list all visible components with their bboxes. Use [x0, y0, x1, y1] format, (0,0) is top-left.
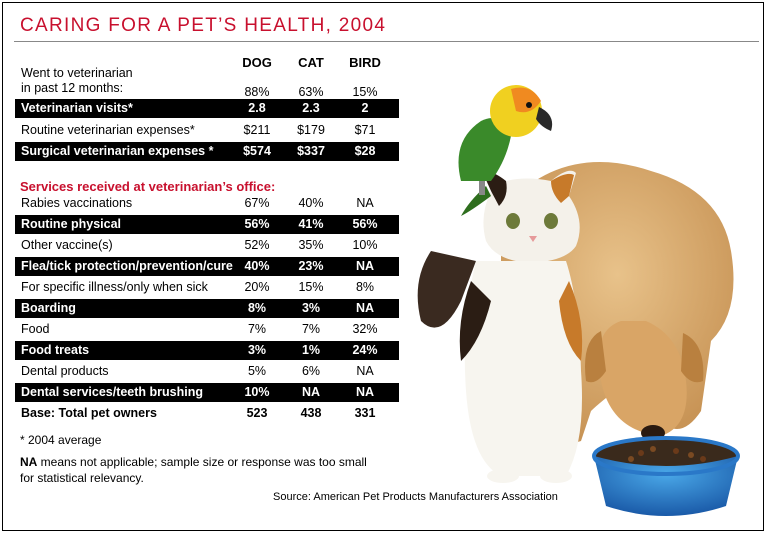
- cell-bird: 32%: [352, 322, 378, 336]
- cell-dog: 2.8: [248, 101, 266, 115]
- column-header-dog: DOG: [242, 55, 272, 70]
- cell-bird: NA: [355, 259, 375, 273]
- table-row: Flea/tick protection/prevention/cure 40% 2…: [15, 257, 399, 276]
- cell-cat: 23%: [298, 259, 324, 273]
- parrot-illustration: [458, 85, 553, 216]
- row-label: Dental services/teeth brushing: [21, 385, 204, 399]
- cell-cat: $179: [297, 123, 325, 137]
- cell-bird: 8%: [355, 280, 375, 294]
- cell-bird: 56%: [352, 217, 378, 231]
- section-heading: Services received at veterinarian’s offi…: [20, 179, 276, 194]
- row-label: Routine physical: [21, 217, 122, 231]
- footnote-na: NA means not applicable; sample size or …: [20, 454, 380, 486]
- row-label: Rabies vaccinations: [21, 196, 133, 210]
- source-credit: Source: American Pet Products Manufactur…: [273, 491, 558, 503]
- table-row: Boarding 8% 3% NA: [15, 299, 399, 318]
- row-label: Food: [21, 322, 50, 336]
- cell-bird: $71: [354, 123, 376, 137]
- food-bowl-illustration: [592, 436, 740, 516]
- table-row: Dental products 5% 6% NA: [15, 362, 399, 381]
- cell-cat: 2.3: [302, 101, 320, 115]
- row-label: Boarding: [21, 301, 76, 315]
- table-row: Rabies vaccinations 67% 40% NA: [15, 194, 399, 213]
- row-label: Surgical veterinarian expenses *: [21, 144, 214, 158]
- cell-cat: 6%: [301, 364, 321, 378]
- cell-bird: 2: [361, 101, 369, 115]
- cell-bird: NA: [355, 301, 375, 315]
- cell-bird: NA: [355, 385, 375, 399]
- row-label: Food treats: [21, 343, 90, 357]
- cell-dog: 8%: [247, 301, 267, 315]
- row-label: Other vaccine(s): [21, 238, 113, 252]
- row-label: Dental products: [21, 364, 109, 378]
- cell-cat: 438: [300, 406, 322, 420]
- pets-illustration: [417, 85, 740, 516]
- table-row: Routine veterinarian expenses* $211 $179 $7…: [15, 121, 399, 140]
- cell-bird: 15%: [352, 85, 378, 99]
- row-label: Went to veterinarian in past 12 months:: [21, 66, 133, 95]
- table-row: Surgical veterinarian expenses * $574 $337…: [15, 142, 399, 161]
- cell-bird: 10%: [352, 238, 378, 252]
- cell-dog: $211: [243, 123, 271, 137]
- cell-cat: 3%: [301, 301, 321, 315]
- cell-dog: 56%: [244, 217, 270, 231]
- cell-cat: $337: [297, 144, 325, 158]
- cell-dog: 88%: [244, 85, 270, 99]
- cell-dog: 5%: [247, 364, 267, 378]
- table-row: Food treats 3% 1% 24%: [15, 341, 399, 360]
- table-row: Went to veterinarian in past 12 months: 8…: [15, 66, 399, 102]
- column-header-bird: BIRD: [349, 55, 381, 70]
- cell-cat: 63%: [298, 85, 324, 99]
- cat-illustration: [417, 169, 583, 483]
- row-label: Base: Total pet owners: [21, 406, 157, 420]
- cell-dog: $574: [243, 144, 271, 158]
- row-label: For specific illness/only when sick: [21, 280, 208, 294]
- cell-bird: 331: [354, 406, 376, 420]
- cell-cat: 15%: [298, 280, 324, 294]
- title-rule: [14, 41, 759, 42]
- row-label: Flea/tick protection/prevention/cure: [21, 259, 233, 273]
- cell-cat: 40%: [298, 196, 324, 210]
- cell-dog: 20%: [244, 280, 270, 294]
- cell-dog: 67%: [244, 196, 270, 210]
- footnote-na-text: means not applicable; sample size or res…: [20, 455, 367, 485]
- table-row: Veterinarian visits* 2.8 2.3 2: [15, 99, 399, 118]
- cell-cat: 7%: [301, 322, 321, 336]
- cell-cat: 1%: [301, 343, 321, 357]
- row-label: Veterinarian visits*: [21, 101, 133, 115]
- table-row: For specific illness/only when sick 20% 15…: [15, 278, 399, 297]
- chart-title: CARING FOR A PET’S HEALTH, 2004: [20, 15, 387, 36]
- cell-bird: 24%: [352, 343, 378, 357]
- footnote-average: * 2004 average: [20, 433, 102, 447]
- table-row: Other vaccine(s) 52% 35% 10%: [15, 236, 399, 255]
- cell-bird: NA: [356, 196, 374, 210]
- table-row: Dental services/teeth brushing 10% NA NA: [15, 383, 399, 402]
- cell-dog: 52%: [244, 238, 270, 252]
- cell-dog: 10%: [244, 385, 270, 399]
- cell-cat: 35%: [298, 238, 324, 252]
- cell-bird: $28: [354, 144, 376, 158]
- column-header-cat: CAT: [298, 55, 324, 70]
- cell-dog: 7%: [247, 322, 267, 336]
- table-row: Routine physical 56% 41% 56%: [15, 215, 399, 234]
- cell-bird: NA: [356, 364, 374, 378]
- cell-cat: NA: [301, 385, 321, 399]
- cell-dog: 523: [246, 406, 268, 420]
- cell-dog: 40%: [244, 259, 270, 273]
- row-label: Routine veterinarian expenses*: [21, 123, 195, 137]
- table-row: Food 7% 7% 32%: [15, 320, 399, 339]
- cell-cat: 41%: [298, 217, 324, 231]
- table-row: Base: Total pet owners 523 438 331: [15, 404, 399, 423]
- footnote-na-term: NA: [20, 455, 38, 469]
- cell-dog: 3%: [247, 343, 267, 357]
